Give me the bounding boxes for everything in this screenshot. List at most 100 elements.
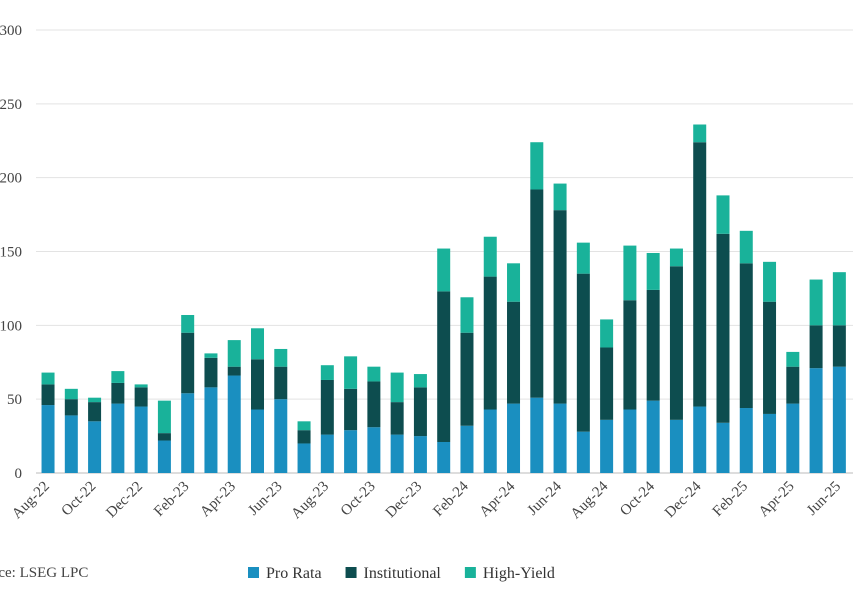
bar-segment <box>576 431 590 473</box>
bar-segment <box>530 142 544 190</box>
bar-segment <box>413 387 427 437</box>
bar-segment <box>134 406 148 473</box>
bar-segment <box>274 348 288 367</box>
bar-segment <box>367 427 381 473</box>
x-tick-label: Dec-23 <box>383 479 426 522</box>
x-tick-label: Jun-23 <box>245 479 285 519</box>
bar-segment <box>274 399 288 473</box>
bar-segment <box>111 403 125 473</box>
bar-segment <box>646 252 660 290</box>
bar-segment <box>157 433 171 441</box>
bar-segment <box>297 443 311 473</box>
bar-segment <box>553 210 567 404</box>
bar-segment <box>297 430 311 444</box>
bar-segment <box>646 289 660 401</box>
x-tick-label: Jun-24 <box>525 478 566 519</box>
bar-segment <box>809 368 823 473</box>
x-tick-label: Dec-24 <box>662 478 705 521</box>
bar-segment <box>669 248 683 267</box>
y-tick-label: 150 <box>0 245 22 261</box>
bar-segment <box>204 353 218 358</box>
bar-segment <box>437 441 451 473</box>
bar-segment <box>344 430 358 473</box>
bar-segment <box>227 375 241 473</box>
y-tick-label: 100 <box>0 318 22 334</box>
bar-segment <box>297 421 311 431</box>
x-tick-label: Oct-23 <box>338 479 379 520</box>
bar-segment <box>483 236 497 277</box>
x-tick-label: Oct-22 <box>59 479 100 520</box>
bar-segment <box>739 230 753 264</box>
bar-segment <box>344 388 358 431</box>
legend-swatch <box>248 567 259 578</box>
bar-segment <box>693 406 707 473</box>
bar-segment <box>763 301 777 414</box>
bar-segment <box>204 387 218 473</box>
bar-segment <box>716 422 730 473</box>
bar-segment <box>809 325 823 369</box>
bar-segment <box>437 291 451 442</box>
bar-segment <box>623 409 637 473</box>
bar-segment <box>669 419 683 473</box>
bar-segment <box>460 425 474 473</box>
bar-segment <box>763 261 777 302</box>
bar-segment <box>413 436 427 473</box>
bar-segment <box>739 408 753 473</box>
x-tick-label: Aug-23 <box>288 479 332 523</box>
bar-segment <box>157 400 171 434</box>
bar-segment <box>157 440 171 473</box>
bar-segment <box>111 382 125 404</box>
bar-segment <box>181 332 195 394</box>
bar-segment <box>530 397 544 473</box>
bar-segment <box>553 183 567 211</box>
bar-segment <box>251 359 265 410</box>
bar-segment <box>600 319 614 348</box>
bar-segment <box>483 276 497 410</box>
bar-segment <box>390 372 404 403</box>
bar-segment <box>832 272 846 326</box>
bar-segment <box>227 366 241 376</box>
bar-segment <box>716 195 730 234</box>
bar-segment <box>693 142 707 407</box>
bar-segment <box>669 266 683 420</box>
source-note: Source: LSEG LPC <box>0 565 88 581</box>
y-tick-label: 300 <box>0 23 22 39</box>
bar-segment <box>786 403 800 473</box>
bar-segment <box>320 434 334 473</box>
bar-segment <box>181 393 195 473</box>
bar-segment <box>274 366 288 400</box>
bar-segment <box>600 347 614 420</box>
bar-segment <box>460 332 474 426</box>
bar-segment <box>530 189 544 398</box>
bar-segment <box>646 400 660 473</box>
bar-segment <box>786 366 800 404</box>
bar-segment <box>786 351 800 367</box>
bar-segment <box>41 405 55 473</box>
bar-segment <box>832 325 846 367</box>
bar-segment <box>134 384 148 388</box>
bar-segment <box>483 409 497 473</box>
x-tick-label: Feb-25 <box>710 479 751 520</box>
bar-segment <box>693 124 707 143</box>
bar-segment <box>576 273 590 432</box>
bar-segment <box>134 387 148 407</box>
bar-segment <box>181 314 195 333</box>
x-tick-label: Apr-23 <box>197 479 239 521</box>
y-tick-label: 50 <box>7 392 22 408</box>
bar-segment <box>763 413 777 473</box>
bar-segment <box>576 242 590 274</box>
bar-segment <box>623 300 637 410</box>
bar-segment <box>111 371 125 383</box>
bar-segment <box>88 397 102 403</box>
y-tick-label: 250 <box>0 97 22 113</box>
x-tick-label: Feb-24 <box>430 478 472 520</box>
bar-segment <box>64 399 78 416</box>
x-tick-label: Dec-22 <box>103 479 146 522</box>
bar-segment <box>251 328 265 360</box>
bar-segment <box>413 374 427 388</box>
legend-label: Pro Rata <box>266 565 322 582</box>
bar-segment <box>204 357 218 388</box>
bar-segment <box>437 248 451 292</box>
bar-segment <box>320 365 334 380</box>
legend-label: Institutional <box>364 565 442 582</box>
